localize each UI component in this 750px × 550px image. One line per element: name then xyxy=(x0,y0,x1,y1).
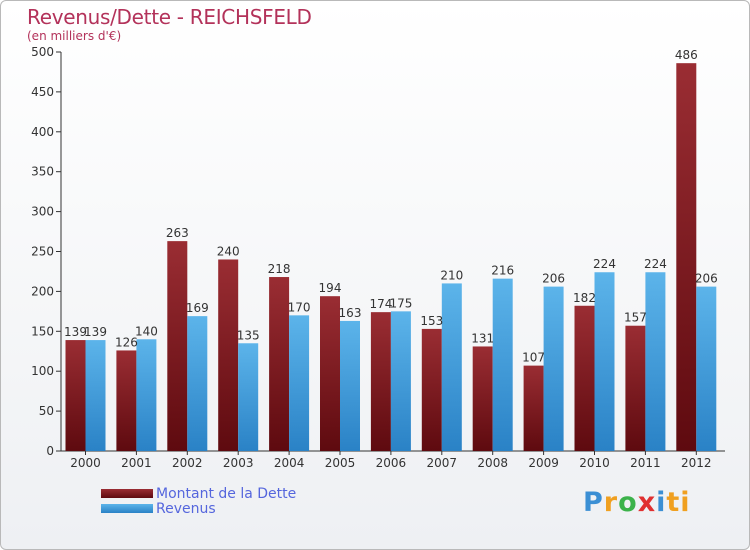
data-label-debt: 240 xyxy=(217,244,240,258)
data-label-debt: 139 xyxy=(64,325,87,339)
data-label-debt: 126 xyxy=(115,335,138,349)
bar-revenue xyxy=(340,320,360,451)
data-label-debt: 153 xyxy=(420,314,443,328)
bar-debt xyxy=(421,328,442,451)
legend-swatch-revenue xyxy=(101,504,153,513)
data-label-debt: 486 xyxy=(675,48,698,62)
data-label-debt: 218 xyxy=(268,262,291,276)
data-label-revenue: 163 xyxy=(339,306,362,320)
bar-debt xyxy=(269,277,290,451)
logo-letter: o xyxy=(618,487,638,518)
logo-letter: ti xyxy=(666,487,691,518)
bar-revenue xyxy=(187,316,208,451)
data-label-revenue: 206 xyxy=(695,272,718,286)
data-label-revenue: 210 xyxy=(440,268,463,282)
y-tick-label: 300 xyxy=(31,205,54,219)
bar-revenue xyxy=(238,343,259,451)
bar-revenue xyxy=(492,278,513,451)
y-tick-label: 350 xyxy=(31,165,54,179)
bar-debt xyxy=(574,305,595,451)
data-label-revenue: 140 xyxy=(135,324,158,338)
data-label-debt: 194 xyxy=(319,281,342,295)
x-tick-label: 2005 xyxy=(325,456,356,470)
x-tick-label: 2009 xyxy=(528,456,559,470)
bar-debt xyxy=(523,365,544,451)
legend-label-revenue: Revenus xyxy=(156,501,216,517)
chart-title: Revenus/Dette - REICHSFELD xyxy=(27,5,312,29)
y-tick-label: 500 xyxy=(31,45,54,59)
x-tick-label: 2010 xyxy=(579,456,610,470)
x-tick-label: 2001 xyxy=(121,456,152,470)
bar-debt xyxy=(218,259,239,451)
bar-debt xyxy=(676,63,697,452)
bar-revenue xyxy=(441,283,462,451)
data-label-revenue: 206 xyxy=(542,272,565,286)
y-tick-label: 450 xyxy=(31,85,54,99)
legend-swatch-debt xyxy=(101,489,153,498)
x-tick-label: 2012 xyxy=(681,456,712,470)
bar-revenue xyxy=(85,340,106,451)
data-label-revenue: 139 xyxy=(84,325,107,339)
x-tick-label: 2004 xyxy=(274,456,305,470)
data-label-revenue: 224 xyxy=(593,257,616,271)
legend-label-debt: Montant de la Dette xyxy=(156,486,297,502)
logo-letter: r xyxy=(603,487,619,518)
data-label-debt: 174 xyxy=(369,297,392,311)
y-tick-label: 250 xyxy=(31,245,54,259)
bar-revenue xyxy=(390,311,411,451)
chart-subtitle: (en milliers d'€) xyxy=(27,29,122,43)
data-label-debt: 263 xyxy=(166,226,189,240)
bar-debt xyxy=(625,325,646,451)
data-label-revenue: 135 xyxy=(237,328,260,342)
bar-debt xyxy=(167,241,188,451)
y-tick-label: 100 xyxy=(31,364,54,378)
bar-revenue xyxy=(289,315,310,451)
data-label-debt: 157 xyxy=(624,311,647,325)
bar-debt xyxy=(320,296,340,451)
x-tick-label: 2006 xyxy=(376,456,407,470)
bar-revenue xyxy=(136,339,157,451)
logo-letter: P xyxy=(583,487,604,518)
bar-debt xyxy=(65,340,86,451)
data-label-revenue: 169 xyxy=(186,301,209,315)
y-tick-label: 150 xyxy=(31,324,54,338)
bar-revenue xyxy=(543,286,564,451)
y-tick-label: 50 xyxy=(39,404,54,418)
bar-revenue xyxy=(645,272,666,451)
bar-revenue xyxy=(594,272,615,451)
x-tick-label: 2003 xyxy=(223,456,254,470)
y-tick-label: 200 xyxy=(31,284,54,298)
data-label-debt: 107 xyxy=(522,351,545,365)
x-tick-label: 2011 xyxy=(630,456,661,470)
data-label-revenue: 216 xyxy=(491,264,514,278)
x-tick-label: 2007 xyxy=(427,456,458,470)
x-tick-label: 2008 xyxy=(477,456,508,470)
bar-debt xyxy=(472,346,493,451)
bar-debt xyxy=(370,312,391,451)
data-label-revenue: 175 xyxy=(389,296,412,310)
bar-debt xyxy=(116,350,137,451)
y-tick-label: 400 xyxy=(31,125,54,139)
bar-revenue xyxy=(696,286,717,451)
logo-letter: i xyxy=(656,487,667,518)
data-label-revenue: 224 xyxy=(644,257,667,271)
y-tick-label: 0 xyxy=(46,444,54,458)
proxiti-logo: Proxiti xyxy=(583,487,691,518)
logo-letter: x xyxy=(637,487,657,518)
x-tick-label: 2000 xyxy=(70,456,101,470)
data-label-debt: 131 xyxy=(471,331,494,345)
x-tick-label: 2002 xyxy=(172,456,203,470)
data-label-debt: 182 xyxy=(573,291,596,305)
data-label-revenue: 170 xyxy=(288,300,311,314)
